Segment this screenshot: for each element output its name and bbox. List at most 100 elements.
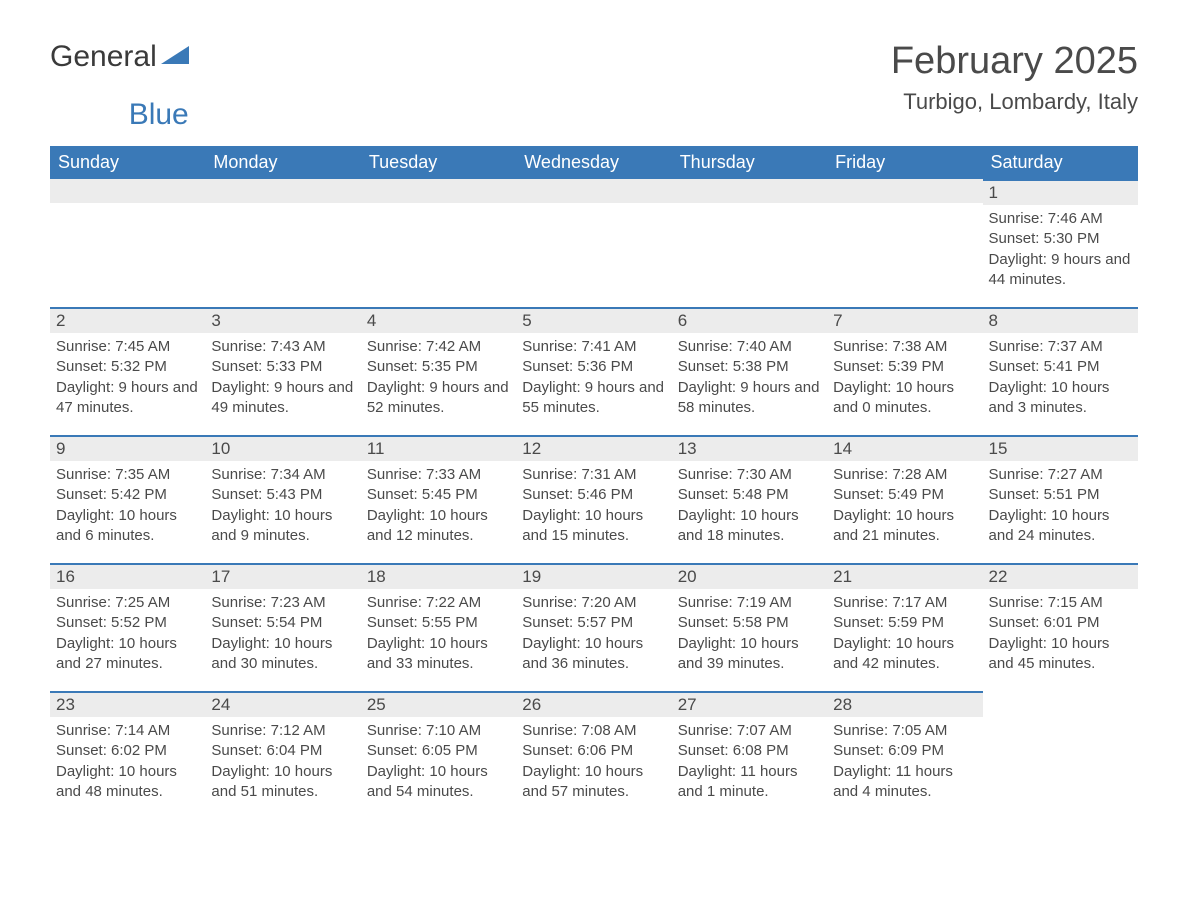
sunset-line: Sunset: 5:43 PM — [211, 485, 354, 505]
day-details: Sunrise: 7:20 AMSunset: 5:57 PMDaylight:… — [516, 589, 671, 682]
daylight-line: Daylight: 11 hours and 4 minutes. — [833, 762, 976, 803]
sunset-line: Sunset: 5:33 PM — [211, 357, 354, 377]
calendar-cell: 27Sunrise: 7:07 AMSunset: 6:08 PMDayligh… — [672, 691, 827, 819]
day-number: 9 — [50, 435, 205, 461]
calendar-cell: 22Sunrise: 7:15 AMSunset: 6:01 PMDayligh… — [983, 563, 1138, 691]
calendar-cell: 6Sunrise: 7:40 AMSunset: 5:38 PMDaylight… — [672, 307, 827, 435]
day-details: Sunrise: 7:17 AMSunset: 5:59 PMDaylight:… — [827, 589, 982, 682]
day-number: 23 — [50, 691, 205, 717]
day-details: Sunrise: 7:35 AMSunset: 5:42 PMDaylight:… — [50, 461, 205, 554]
calendar-cell: 12Sunrise: 7:31 AMSunset: 5:46 PMDayligh… — [516, 435, 671, 563]
daylight-line: Daylight: 10 hours and 48 minutes. — [56, 762, 199, 803]
title-block: February 2025 Turbigo, Lombardy, Italy — [891, 40, 1138, 115]
daylight-line: Daylight: 10 hours and 6 minutes. — [56, 506, 199, 547]
sunset-line: Sunset: 6:08 PM — [678, 741, 821, 761]
calendar-cell: 4Sunrise: 7:42 AMSunset: 5:35 PMDaylight… — [361, 307, 516, 435]
daylight-line: Daylight: 10 hours and 18 minutes. — [678, 506, 821, 547]
empty-day-bar — [50, 179, 205, 203]
calendar-cell: 17Sunrise: 7:23 AMSunset: 5:54 PMDayligh… — [205, 563, 360, 691]
sunrise-line: Sunrise: 7:28 AM — [833, 465, 976, 485]
day-number: 27 — [672, 691, 827, 717]
daylight-line: Daylight: 10 hours and 42 minutes. — [833, 634, 976, 675]
daylight-line: Daylight: 9 hours and 55 minutes. — [522, 378, 665, 419]
calendar-cell: 16Sunrise: 7:25 AMSunset: 5:52 PMDayligh… — [50, 563, 205, 691]
empty-day-bar — [516, 179, 671, 203]
sunset-line: Sunset: 5:57 PM — [522, 613, 665, 633]
daylight-line: Daylight: 9 hours and 47 minutes. — [56, 378, 199, 419]
calendar-cell: 15Sunrise: 7:27 AMSunset: 5:51 PMDayligh… — [983, 435, 1138, 563]
sunset-line: Sunset: 5:41 PM — [989, 357, 1132, 377]
calendar-cell: 13Sunrise: 7:30 AMSunset: 5:48 PMDayligh… — [672, 435, 827, 563]
calendar-cell: 14Sunrise: 7:28 AMSunset: 5:49 PMDayligh… — [827, 435, 982, 563]
sunrise-line: Sunrise: 7:31 AM — [522, 465, 665, 485]
sunrise-line: Sunrise: 7:34 AM — [211, 465, 354, 485]
sunset-line: Sunset: 5:52 PM — [56, 613, 199, 633]
calendar-cell: 18Sunrise: 7:22 AMSunset: 5:55 PMDayligh… — [361, 563, 516, 691]
weekday-header-row: SundayMondayTuesdayWednesdayThursdayFrid… — [50, 146, 1138, 179]
calendar-row: 1Sunrise: 7:46 AMSunset: 5:30 PMDaylight… — [50, 179, 1138, 307]
sunset-line: Sunset: 5:39 PM — [833, 357, 976, 377]
empty-day-bar — [672, 179, 827, 203]
calendar-cell — [672, 179, 827, 307]
day-number: 5 — [516, 307, 671, 333]
calendar-cell: 26Sunrise: 7:08 AMSunset: 6:06 PMDayligh… — [516, 691, 671, 819]
header: General Blue February 2025 Turbigo, Lomb… — [50, 40, 1138, 132]
sunset-line: Sunset: 6:04 PM — [211, 741, 354, 761]
sunrise-line: Sunrise: 7:05 AM — [833, 721, 976, 741]
sunset-line: Sunset: 5:59 PM — [833, 613, 976, 633]
month-title: February 2025 — [891, 40, 1138, 83]
day-number: 15 — [983, 435, 1138, 461]
daylight-line: Daylight: 9 hours and 52 minutes. — [367, 378, 510, 419]
day-details: Sunrise: 7:45 AMSunset: 5:32 PMDaylight:… — [50, 333, 205, 426]
daylight-line: Daylight: 10 hours and 30 minutes. — [211, 634, 354, 675]
sunrise-line: Sunrise: 7:40 AM — [678, 337, 821, 357]
sunrise-line: Sunrise: 7:30 AM — [678, 465, 821, 485]
sunrise-line: Sunrise: 7:43 AM — [211, 337, 354, 357]
calendar-cell: 7Sunrise: 7:38 AMSunset: 5:39 PMDaylight… — [827, 307, 982, 435]
day-details: Sunrise: 7:41 AMSunset: 5:36 PMDaylight:… — [516, 333, 671, 426]
day-number: 1 — [983, 179, 1138, 205]
day-number: 25 — [361, 691, 516, 717]
day-details: Sunrise: 7:23 AMSunset: 5:54 PMDaylight:… — [205, 589, 360, 682]
day-details: Sunrise: 7:37 AMSunset: 5:41 PMDaylight:… — [983, 333, 1138, 426]
calendar-cell: 19Sunrise: 7:20 AMSunset: 5:57 PMDayligh… — [516, 563, 671, 691]
calendar-cell — [361, 179, 516, 307]
day-details: Sunrise: 7:07 AMSunset: 6:08 PMDaylight:… — [672, 717, 827, 810]
sunset-line: Sunset: 5:51 PM — [989, 485, 1132, 505]
sunset-line: Sunset: 5:30 PM — [989, 229, 1132, 249]
day-details: Sunrise: 7:22 AMSunset: 5:55 PMDaylight:… — [361, 589, 516, 682]
sunrise-line: Sunrise: 7:22 AM — [367, 593, 510, 613]
day-details: Sunrise: 7:34 AMSunset: 5:43 PMDaylight:… — [205, 461, 360, 554]
logo-triangle-icon — [161, 40, 189, 74]
empty-day-bar — [827, 179, 982, 203]
day-number: 12 — [516, 435, 671, 461]
sunrise-line: Sunrise: 7:27 AM — [989, 465, 1132, 485]
calendar-table: SundayMondayTuesdayWednesdayThursdayFrid… — [50, 146, 1138, 819]
empty-day-bar — [361, 179, 516, 203]
logo: General Blue — [50, 40, 189, 132]
daylight-line: Daylight: 9 hours and 49 minutes. — [211, 378, 354, 419]
calendar-cell — [205, 179, 360, 307]
day-details: Sunrise: 7:40 AMSunset: 5:38 PMDaylight:… — [672, 333, 827, 426]
daylight-line: Daylight: 11 hours and 1 minute. — [678, 762, 821, 803]
sunrise-line: Sunrise: 7:41 AM — [522, 337, 665, 357]
calendar-cell: 3Sunrise: 7:43 AMSunset: 5:33 PMDaylight… — [205, 307, 360, 435]
sunset-line: Sunset: 5:48 PM — [678, 485, 821, 505]
calendar-cell: 2Sunrise: 7:45 AMSunset: 5:32 PMDaylight… — [50, 307, 205, 435]
sunset-line: Sunset: 6:01 PM — [989, 613, 1132, 633]
day-details: Sunrise: 7:10 AMSunset: 6:05 PMDaylight:… — [361, 717, 516, 810]
day-details: Sunrise: 7:38 AMSunset: 5:39 PMDaylight:… — [827, 333, 982, 426]
day-details: Sunrise: 7:14 AMSunset: 6:02 PMDaylight:… — [50, 717, 205, 810]
day-details: Sunrise: 7:43 AMSunset: 5:33 PMDaylight:… — [205, 333, 360, 426]
calendar-row: 9Sunrise: 7:35 AMSunset: 5:42 PMDaylight… — [50, 435, 1138, 563]
weekday-header: Monday — [205, 146, 360, 179]
day-number: 18 — [361, 563, 516, 589]
daylight-line: Daylight: 10 hours and 51 minutes. — [211, 762, 354, 803]
sunrise-line: Sunrise: 7:25 AM — [56, 593, 199, 613]
sunrise-line: Sunrise: 7:14 AM — [56, 721, 199, 741]
calendar-cell — [827, 179, 982, 307]
day-details: Sunrise: 7:12 AMSunset: 6:04 PMDaylight:… — [205, 717, 360, 810]
day-details: Sunrise: 7:08 AMSunset: 6:06 PMDaylight:… — [516, 717, 671, 810]
calendar-cell — [50, 179, 205, 307]
calendar-cell: 28Sunrise: 7:05 AMSunset: 6:09 PMDayligh… — [827, 691, 982, 819]
